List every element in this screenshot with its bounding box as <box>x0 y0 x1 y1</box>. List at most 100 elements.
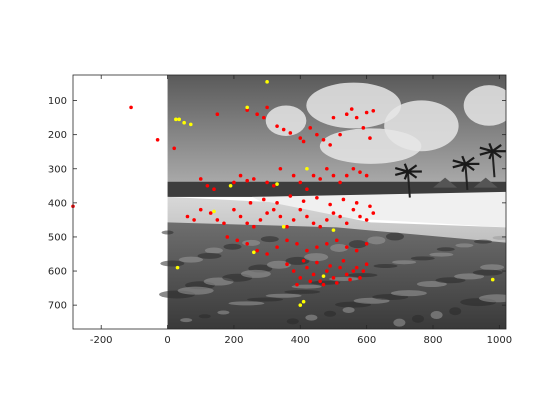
photo-palm-frond <box>479 146 493 153</box>
scatter-point <box>325 269 329 273</box>
photo-palm-frond <box>488 142 494 152</box>
scatter-point <box>225 235 230 239</box>
scatter-point <box>215 218 220 222</box>
scatter-point <box>295 241 299 246</box>
scatter-point <box>271 207 276 212</box>
scatter-point <box>331 276 336 280</box>
scatter-point <box>315 260 319 265</box>
scatter-point <box>364 110 369 115</box>
scatter-point <box>331 211 336 215</box>
scatter-point <box>318 279 322 284</box>
scatter-point <box>281 127 286 132</box>
photo-palm-frond <box>464 163 475 172</box>
y-tick-label: 100 <box>48 96 67 107</box>
photo-palm-frond <box>403 163 409 172</box>
scatter-point <box>364 241 369 246</box>
scatter-point <box>208 211 213 215</box>
scatter-point <box>321 282 326 287</box>
scatter-point <box>265 105 269 110</box>
scatter-point <box>301 259 306 263</box>
scatter-point <box>182 120 186 125</box>
scatter-point <box>215 112 220 117</box>
photo-rock-texture <box>390 290 427 297</box>
photo-rock-texture <box>161 230 174 235</box>
y-tick-label: 600 <box>48 267 67 278</box>
photo-rock-texture <box>367 236 386 245</box>
scatter-point <box>265 180 269 185</box>
scatter-point <box>305 187 309 192</box>
scatter-point <box>235 238 240 243</box>
x-tick-label: 800 <box>423 335 442 346</box>
photo-rock-texture <box>429 252 454 257</box>
photo-rock-texture <box>204 247 223 254</box>
scatter-point <box>331 228 336 232</box>
scatter-point <box>325 241 329 246</box>
scatter-point <box>361 126 366 130</box>
photo-rock-texture <box>436 247 455 252</box>
scatter-point <box>368 136 372 140</box>
x-tick-label: 0 <box>164 335 170 346</box>
scatter-point <box>281 224 286 229</box>
scatter-point <box>308 126 313 130</box>
scatter-point <box>298 303 303 307</box>
photo-rock-texture <box>492 235 506 240</box>
y-tick-label: 700 <box>48 301 67 312</box>
photo-rock-texture <box>160 260 185 267</box>
scatter-point <box>288 131 293 135</box>
scatter-point <box>490 277 495 282</box>
photo-rock-texture <box>198 314 211 319</box>
scatter-point <box>305 214 309 219</box>
scatter-point <box>275 124 279 128</box>
photo-rock-texture <box>330 243 349 252</box>
scatter-point <box>361 269 366 273</box>
photo-palm-frond <box>491 150 502 159</box>
photo-palm-frond <box>394 166 409 173</box>
photo-rock-texture <box>342 306 355 313</box>
photo-palm-frond <box>407 170 418 179</box>
scatter-point <box>371 108 376 113</box>
scatter-point <box>298 207 303 212</box>
scatter-point <box>311 272 316 277</box>
scatter-point <box>271 184 276 188</box>
scatter-point <box>278 214 283 219</box>
x-tick-label: 400 <box>291 335 310 346</box>
photo-rock-texture <box>285 256 310 265</box>
scatter-point <box>155 137 160 142</box>
photo-rock-texture <box>197 252 222 259</box>
scatter-point <box>288 194 293 198</box>
scatter-point <box>338 265 342 270</box>
scatter-point <box>371 211 376 215</box>
scatter-point <box>212 209 216 214</box>
scatter-point <box>252 177 256 181</box>
scatter-point <box>285 262 289 267</box>
photo-rock-texture <box>228 301 265 306</box>
scatter-point <box>291 173 296 178</box>
scatter-point <box>321 274 326 278</box>
x-tick-label: 1000 <box>487 335 512 346</box>
scatter-point <box>245 108 249 112</box>
photo-rock-texture <box>454 273 485 280</box>
photo-rock-texture <box>260 236 279 243</box>
scatter-point <box>328 143 332 147</box>
x-tick-label: 200 <box>224 335 243 346</box>
scatter-point <box>245 105 249 110</box>
scatter-point <box>212 187 216 192</box>
scatter-point <box>238 214 243 219</box>
photo-rock-texture <box>412 314 425 323</box>
photo-palm-frond <box>452 159 466 165</box>
scatter-point <box>228 184 233 188</box>
photo-rock-texture <box>310 280 341 285</box>
scatter-point <box>344 272 349 277</box>
x-axis-ticks: -200 0 200 400 600 800 1000 <box>90 75 512 346</box>
scatter-point <box>354 265 359 270</box>
photo-rock-texture <box>478 294 506 303</box>
scatter-point <box>351 269 356 273</box>
scatter-point <box>315 245 319 249</box>
scatter-point <box>298 180 303 185</box>
scatter-point <box>338 180 342 185</box>
scatter-point <box>222 221 226 226</box>
x-tick-label: 600 <box>357 335 376 346</box>
y-axis-ticks: 100 200 300 400 500 600 700 <box>48 96 506 312</box>
scatter-point <box>275 182 279 186</box>
background-photo <box>159 75 506 329</box>
